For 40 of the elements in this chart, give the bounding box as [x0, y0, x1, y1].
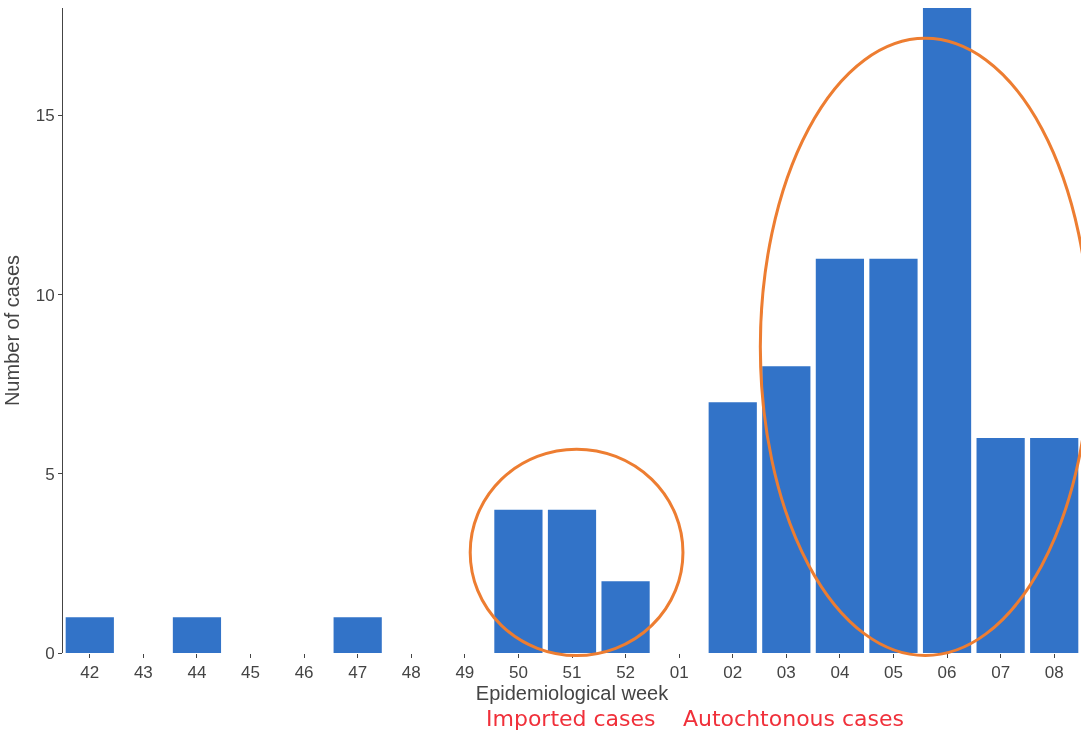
bar [1030, 438, 1079, 653]
y-tick-label: 5 [45, 464, 55, 484]
bar [976, 438, 1025, 653]
bar [333, 617, 382, 653]
y-tick-label: 15 [35, 106, 55, 126]
text: Imported cases [486, 706, 656, 731]
x-tick-label: 42 [80, 663, 100, 683]
bar [708, 402, 757, 653]
x-tick-label: 06 [937, 663, 957, 683]
x-tick-label: 46 [294, 663, 314, 683]
x-tick-label: 47 [348, 663, 368, 683]
x-tick-label: 48 [401, 663, 421, 683]
bar [172, 617, 222, 653]
x-tick-label: 45 [241, 663, 260, 683]
x-tick-label: 51 [562, 663, 582, 683]
bar [494, 509, 543, 653]
x-tick-label: 05 [884, 663, 903, 683]
bar [547, 509, 597, 653]
x-tick-label: 04 [830, 663, 850, 683]
x-tick-label: 44 [187, 663, 207, 683]
bar [815, 258, 865, 653]
y-tick-label: 0 [45, 643, 55, 663]
text: Autochtonous cases [683, 706, 905, 731]
x-tick-label: 02 [723, 663, 743, 683]
bar [869, 258, 918, 653]
x-tick-label: 52 [616, 663, 636, 683]
x-axis-title: Epidemiological week [475, 682, 670, 705]
bar [65, 617, 114, 653]
bar [762, 366, 811, 653]
x-tick-label: 43 [133, 663, 153, 683]
bar [601, 581, 650, 653]
x-tick-label: 08 [1044, 663, 1064, 683]
x-tick-label: 03 [776, 663, 796, 683]
y-tick-label: 10 [35, 285, 55, 305]
y-axis-title: Number of cases [1, 254, 24, 407]
bar [922, 8, 972, 653]
x-tick-label: 49 [455, 663, 475, 683]
x-tick-label: 50 [508, 663, 528, 683]
x-tick-label: 07 [991, 663, 1011, 683]
x-tick-label: 01 [669, 663, 689, 683]
